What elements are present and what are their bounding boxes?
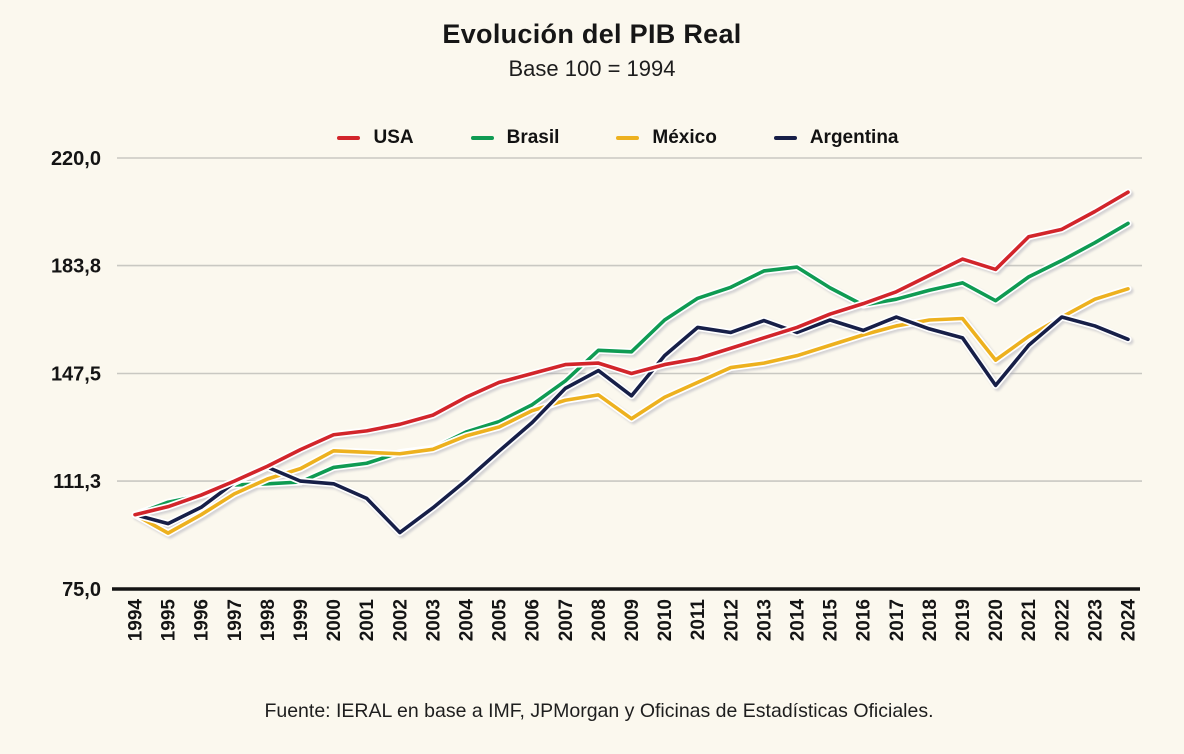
x-tick-label: 1994 [126,599,147,642]
x-tick-label: 2007 [556,599,577,641]
x-tick-label: 1995 [159,599,180,642]
series-lines [131,188,1132,537]
legend-item-usa: USA [337,127,414,149]
legend-item-brasil: Brasil [470,127,560,149]
x-tick-label: 1998 [258,599,279,641]
x-tick-label: 2003 [423,599,444,641]
series-halo-méxico [131,285,1132,537]
x-tick-label: 1996 [192,599,213,641]
x-tick-label: 2012 [721,599,742,641]
x-tick-label: 2002 [390,599,411,641]
x-tick-label: 2000 [324,599,345,641]
legend-dash-icon [773,136,797,140]
legend-dash-icon [337,136,361,140]
y-tick-label: 111,3 [53,471,101,493]
legend-label: Argentina [809,127,899,148]
x-tick-label: 1999 [291,599,312,641]
x-tick-label: 2023 [1085,599,1106,641]
y-tick-label: 75,0 [62,579,101,601]
legend-item-argentina: Argentina [773,127,899,149]
chart-title: Evolución del PIB Real [442,19,742,49]
series-line-usa [133,190,1130,517]
legend-label: Brasil [506,127,560,148]
x-tick-label: 2022 [1052,599,1073,641]
chart-legend: USA Brasil México Argentina [0,127,1184,149]
x-tick-label: 2024 [1119,599,1140,642]
x-tick-label: 2019 [953,599,974,641]
x-tick-label: 2018 [920,599,941,641]
source-note: Fuente: IERAL en base a IMF, JPMorgan y … [264,700,934,722]
x-tick-label: 2014 [788,599,809,642]
x-tick-label: 1997 [225,599,246,641]
x-tick-label: 2001 [357,599,378,642]
x-tick-label: 2020 [986,599,1007,641]
legend-item-méxico: México [616,127,717,149]
legend-label: México [652,127,717,148]
x-tick-label: 2011 [688,599,709,641]
series-line-méxico [133,286,1130,535]
legend-dash-icon [616,136,640,140]
x-tick-label: 2013 [754,599,775,641]
y-tick-label: 147,5 [51,364,101,386]
x-tick-label: 2009 [622,599,643,641]
chart-subtitle: Base 100 = 1994 [508,56,676,81]
x-tick-label: 2010 [655,599,676,641]
legend-label: USA [373,127,414,148]
legend-dash-icon [470,136,494,140]
x-tick-label: 2006 [523,599,544,641]
x-tick-label: 2016 [854,599,875,641]
series-line-argentina [133,315,1130,535]
x-tick-label: 2015 [821,599,842,642]
x-tick-label: 2008 [589,599,610,641]
x-tick-label: 2017 [887,599,908,641]
y-tick-label: 220,0 [51,148,101,170]
x-tick-label: 2004 [457,599,478,642]
x-tick-label: 2021 [1019,599,1040,642]
x-tick-label: 2005 [490,599,511,642]
y-tick-label: 183,8 [51,256,101,278]
